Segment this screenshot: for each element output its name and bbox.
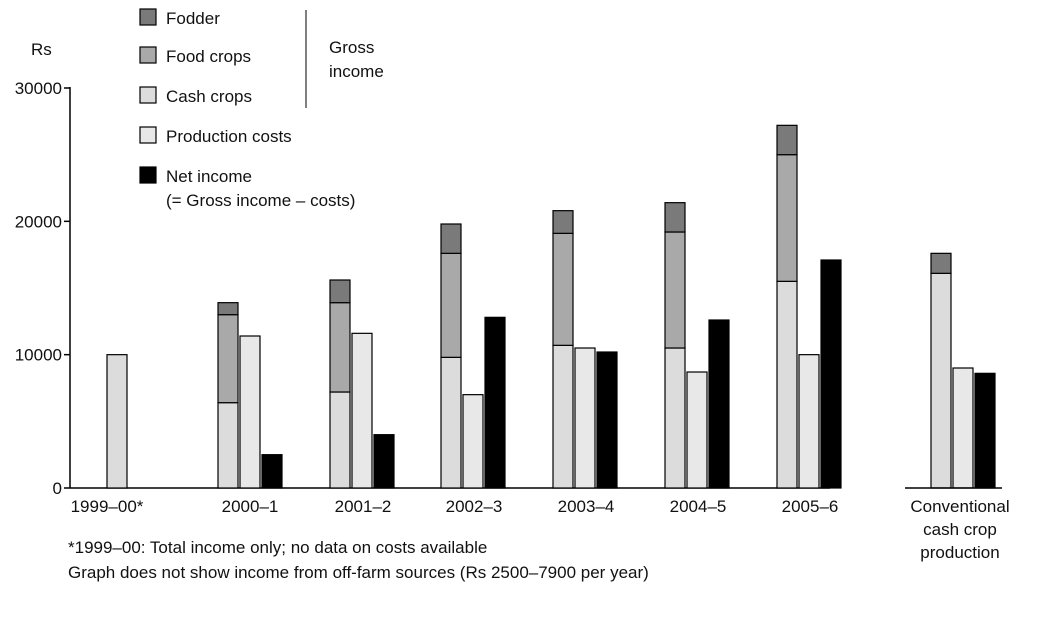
legend-label-cash-crops: Cash crops (166, 87, 252, 106)
bar-production-costs (462, 394, 484, 489)
bar-fodder (329, 279, 351, 304)
legend-swatch-food-crops (139, 46, 157, 64)
y-ticks: 0 10000 20000 30000 (15, 79, 70, 498)
bar-cash-crops (329, 391, 351, 489)
bar-cash-crops (552, 344, 574, 489)
x-tick-labels: 1999–00* 2000–1 2001–2 2002–3 2003–4 2004–5 20… (71, 497, 1010, 562)
bar-food-crops (440, 252, 462, 358)
bar-net-income (261, 454, 283, 489)
x-tick-label-conventional: cash crop (923, 520, 997, 539)
legend-swatch-fodder (139, 8, 157, 26)
bar-fodder (930, 252, 952, 274)
bar-net-income (373, 434, 395, 489)
bar-cash-crops (440, 356, 462, 489)
x-tick-label-conventional: production (920, 543, 999, 562)
bar-food-crops (776, 154, 798, 282)
legend-group-label: income (329, 62, 384, 81)
bar-cash-crops (664, 347, 686, 489)
x-tick-label: 2003–4 (558, 497, 615, 516)
bar-fodder (440, 223, 462, 254)
y-tick-label: 30000 (15, 79, 62, 98)
bar-cash-crops (217, 402, 239, 489)
bar-fodder (552, 210, 574, 234)
y-tick-label: 0 (53, 479, 62, 498)
legend-label-net-income: Net income (166, 167, 252, 186)
bar-net-income (484, 316, 506, 489)
legend-group-label: Gross (329, 38, 374, 57)
bar-production-costs (952, 367, 974, 489)
footnote-off-farm: Graph does not show income from off-farm… (68, 563, 649, 582)
bar-net-income (596, 351, 618, 489)
bar-production-costs (239, 335, 261, 489)
bar-cash-crops (776, 280, 798, 489)
legend: Fodder Food crops Cash crops Production cos… (139, 8, 384, 210)
x-tick-label-conventional: Conventional (910, 497, 1009, 516)
x-tick-label: 2000–1 (222, 497, 279, 516)
bar-net-income (820, 259, 842, 489)
legend-swatch-cash-crops (139, 86, 157, 104)
bar-production-costs (574, 347, 596, 489)
legend-label-food-crops: Food crops (166, 47, 251, 66)
bar-fodder (776, 124, 798, 156)
bar-food-crops (552, 232, 574, 346)
bar-cash-crops (106, 354, 128, 489)
legend-swatch-net-income (139, 166, 157, 184)
bar-food-crops (217, 314, 239, 404)
bar-fodder (664, 202, 686, 233)
bar-production-costs (351, 332, 373, 489)
bar-net-income (708, 319, 730, 489)
legend-label-fodder: Fodder (166, 9, 220, 28)
bar-food-crops (664, 231, 686, 349)
x-tick-label: 2002–3 (446, 497, 503, 516)
bar-net-income (974, 372, 996, 489)
bar-food-crops (329, 302, 351, 393)
x-tick-label: 1999–00* (71, 497, 144, 516)
bar-fodder (217, 302, 239, 316)
x-tick-label: 2005–6 (782, 497, 839, 516)
y-tick-label: 10000 (15, 346, 62, 365)
footnote-1999: *1999–00: Total income only; no data on … (68, 538, 488, 557)
bar-production-costs (686, 371, 708, 489)
legend-net-income-note: (= Gross income – costs) (166, 191, 355, 210)
bar-production-costs (798, 354, 820, 489)
legend-label-production-costs: Production costs (166, 127, 292, 146)
x-tick-label: 2004–5 (670, 497, 727, 516)
legend-swatch-production-costs (139, 126, 157, 144)
y-axis-unit: Rs (31, 40, 52, 59)
y-tick-label: 20000 (15, 212, 62, 231)
bar-cash-crops (930, 272, 952, 489)
x-tick-label: 2001–2 (335, 497, 392, 516)
bars (106, 124, 1002, 489)
